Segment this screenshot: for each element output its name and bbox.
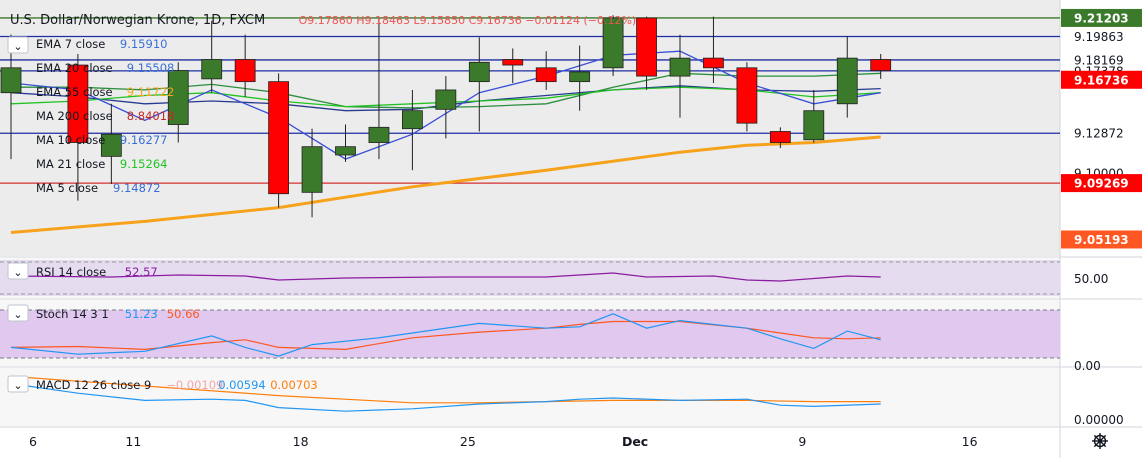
price-label: 9.09269 bbox=[1074, 177, 1129, 191]
stoch-legend-d-value: 50.66 bbox=[167, 307, 200, 321]
main-legend-value: 9.15910 bbox=[120, 37, 168, 51]
main-legend-label: EMA 7 close bbox=[36, 37, 105, 51]
bullish-candle[interactable] bbox=[435, 89, 457, 110]
x-axis-tick-label: Dec bbox=[622, 434, 648, 449]
bullish-candle[interactable] bbox=[100, 133, 122, 157]
macd-legend-label: MACD 12 26 close 9 bbox=[36, 378, 151, 392]
legend-toggle-box[interactable] bbox=[7, 36, 29, 54]
bearish-candle[interactable] bbox=[703, 57, 724, 69]
x-axis-tick-label: 9 bbox=[798, 434, 806, 449]
stoch-legend-label: Stoch 14 3 1 bbox=[36, 307, 109, 321]
rsi-band bbox=[0, 260, 1060, 296]
bullish-candle[interactable] bbox=[569, 71, 591, 83]
stoch-legend-k-value: 51.23 bbox=[125, 307, 158, 321]
macd-legend-macd-value: 0.00594 bbox=[218, 378, 266, 392]
bullish-candle[interactable] bbox=[602, 17, 624, 69]
bullish-candle[interactable] bbox=[401, 110, 423, 130]
bullish-candle[interactable] bbox=[335, 146, 356, 156]
stoch-d-line bbox=[10, 320, 881, 351]
main-legend-value: 9.16277 bbox=[120, 133, 168, 147]
macd-legend-hist-value: −0.00109 bbox=[166, 378, 223, 392]
main-legend-label: EMA 55 close bbox=[36, 85, 113, 99]
main-legend-label: MA 21 close bbox=[36, 157, 105, 171]
bullish-candle[interactable] bbox=[167, 70, 189, 125]
price-label-box bbox=[1061, 70, 1142, 89]
main-legend-value: 8.84018 bbox=[127, 109, 175, 123]
bearish-candle[interactable] bbox=[67, 64, 89, 143]
x-axis-tick-label: 25 bbox=[460, 434, 476, 449]
bullish-candle[interactable] bbox=[301, 146, 323, 193]
bullish-candle[interactable] bbox=[368, 126, 390, 143]
rsi-legend-value: 52.57 bbox=[125, 265, 158, 279]
stoch-k-line bbox=[10, 313, 881, 357]
ohlc-readout: O9.17860 H9.18463 L9.15850 C9.16736 −0.0… bbox=[299, 14, 637, 27]
collapse-legend-toggle[interactable]: ⌄ bbox=[7, 36, 29, 54]
x-axis-tick-label: 6 bbox=[29, 434, 37, 449]
bearish-candle[interactable] bbox=[234, 59, 256, 83]
price-tick-label: 9.12872 bbox=[1074, 127, 1124, 141]
price-label: 9.21203 bbox=[1074, 11, 1129, 25]
bullish-candle[interactable] bbox=[468, 61, 490, 83]
stoch-band bbox=[0, 310, 1060, 358]
x-axis-tick-label: 16 bbox=[962, 434, 978, 449]
price-label: 9.05193 bbox=[1074, 233, 1129, 247]
macd-legend-signal-value: 0.00703 bbox=[270, 378, 318, 392]
bullish-candle[interactable] bbox=[0, 67, 22, 94]
chart-symbol-title: U.S. Dollar/Norwegian Krone, 1D, FXCM bbox=[10, 13, 265, 28]
x-axis-tick-label: 11 bbox=[125, 434, 141, 449]
main-legend-value: 9.15264 bbox=[120, 157, 168, 171]
price-label-box bbox=[1061, 230, 1142, 249]
stoch-legend-toggle[interactable] bbox=[7, 304, 29, 322]
bearish-candle[interactable] bbox=[636, 17, 657, 77]
gear-tooth[interactable] bbox=[1093, 434, 1107, 448]
chevron-down-icon: ⌄ bbox=[13, 379, 22, 392]
rsi-line bbox=[10, 272, 881, 282]
rsi-axis-label: 50.00 bbox=[1074, 272, 1108, 286]
macd-legend-toggle[interactable] bbox=[7, 375, 29, 393]
rsi-legend-label: RSI 14 close bbox=[36, 265, 106, 279]
bullish-candle[interactable] bbox=[836, 57, 858, 105]
bearish-candle[interactable] bbox=[502, 59, 524, 66]
price-tick-label: 9.19863 bbox=[1074, 30, 1124, 44]
bearish-candle[interactable] bbox=[736, 67, 758, 124]
series-line-ma-200-close bbox=[10, 135, 881, 234]
main-legend-label: MA 10 close bbox=[36, 133, 105, 147]
main-pane-background bbox=[0, 0, 1060, 256]
main-legend-value: 9.11722 bbox=[127, 85, 175, 99]
bearish-candle[interactable] bbox=[268, 81, 290, 195]
price-label: 9.16736 bbox=[1074, 73, 1129, 87]
main-legend-label: MA 5 close bbox=[36, 181, 98, 195]
rsi-legend-toggle[interactable] bbox=[7, 262, 29, 280]
price-tick-label: 9.18169 bbox=[1074, 53, 1124, 67]
x-axis-tick-label: 18 bbox=[293, 434, 309, 449]
macd-pane-background bbox=[0, 368, 1060, 426]
stoch-axis-label: 0.00 bbox=[1074, 359, 1101, 373]
main-legend-label: MA 200 close bbox=[36, 109, 113, 123]
bullish-candle[interactable] bbox=[803, 110, 825, 141]
bullish-candle[interactable] bbox=[669, 57, 691, 77]
chevron-down-icon: ⌄ bbox=[13, 40, 22, 53]
main-legend-label: EMA 20 close bbox=[36, 61, 113, 75]
bearish-candle[interactable] bbox=[769, 131, 791, 143]
bullish-candle[interactable] bbox=[201, 59, 223, 80]
macd-axis-label: 0.00000 bbox=[1074, 413, 1124, 427]
price-label-box bbox=[1061, 8, 1142, 27]
chevron-down-icon: ⌄ bbox=[13, 266, 22, 279]
main-legend-value: 9.15508 bbox=[127, 61, 175, 75]
macd-line bbox=[10, 383, 881, 412]
price-label-box bbox=[1061, 174, 1142, 193]
bearish-candle[interactable] bbox=[870, 59, 892, 71]
chevron-down-icon: ⌄ bbox=[13, 308, 22, 321]
gear-icon[interactable] bbox=[1092, 433, 1108, 449]
bearish-candle[interactable] bbox=[535, 67, 557, 83]
main-legend-value: 9.14872 bbox=[113, 181, 161, 195]
